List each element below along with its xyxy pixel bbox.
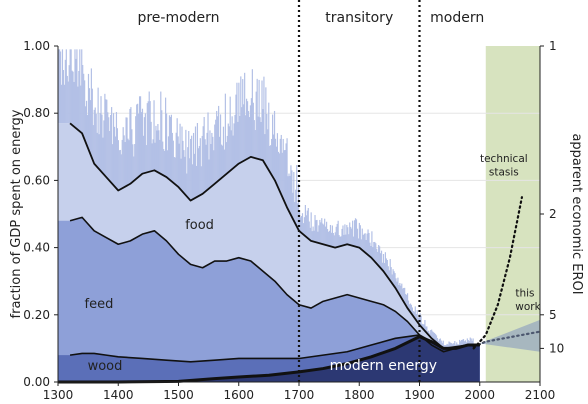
era-label-modern: modern [430,10,484,26]
line-wood [69,334,480,363]
x-tick-label: 1600 [223,388,254,402]
line-modern-energy [58,335,480,384]
area-feed [58,217,480,382]
line-feed [69,216,480,353]
x-tick-label: 1500 [163,388,194,402]
area-modern-energy [58,336,480,382]
y-tick-label: 0.20 [23,308,50,322]
y-axis-title: fraction of GDP spent on energy [9,109,24,318]
projection-label-technical: technical [480,153,528,165]
y2-tick-label: 2 [549,207,557,221]
x-tick-label: 1900 [404,388,435,402]
line-layer [58,122,480,384]
series-label-modern-energy: modern energy [330,358,437,374]
series-label-feed: feed [85,297,114,312]
projection-layer [472,196,542,352]
food-variability-layer [58,49,474,349]
x-tick-label: 2100 [525,388,556,402]
projection-label-stasis: stasis [489,166,519,178]
y2-tick-label: 5 [549,308,557,322]
series-label-food: food [185,218,214,233]
x-tick-label: 1800 [344,388,375,402]
line-food [69,122,480,350]
y2-axis-title: apparent economic EROI [569,133,584,294]
projection-technical-stasis [472,196,524,350]
projection-label-this: this [515,287,534,299]
y2-tick-label: 1 [549,39,557,53]
y-tick-label: 0.80 [23,106,50,120]
y-tick-label: 0.00 [23,375,50,389]
tick-labels: 1300 1400 1500 1600 1700 1800 1900 2000 2100 0.00… [23,39,564,402]
y-tick-label: 1.00 [23,39,50,53]
y-tick-label: 0.40 [23,241,50,255]
x-tick-label: 1700 [284,388,315,402]
x-tick-label: 1300 [43,388,74,402]
y-tick-label: 0.60 [23,173,50,187]
x-tick-label: 2000 [464,388,495,402]
projection-label-work: work [515,301,541,313]
series-label-wood: wood [88,359,123,374]
x-tick-label: 1400 [103,388,134,402]
area-layer [58,123,480,382]
era-label-pre-modern: pre-modern [137,10,219,26]
this-work-uncertainty [479,319,540,352]
era-label-transitory: transitory [325,10,393,26]
y2-tick-label: 10 [549,341,564,355]
